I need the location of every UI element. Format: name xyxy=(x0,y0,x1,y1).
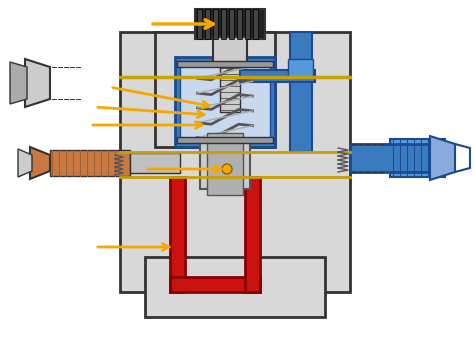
Bar xyxy=(177,137,273,143)
Bar xyxy=(240,70,315,82)
Bar xyxy=(195,9,265,39)
Bar xyxy=(50,150,130,176)
Polygon shape xyxy=(455,144,470,172)
Bar xyxy=(350,144,430,172)
Bar xyxy=(253,9,258,39)
Bar xyxy=(200,139,250,189)
Bar xyxy=(290,32,312,152)
Bar xyxy=(245,9,250,39)
Polygon shape xyxy=(25,59,50,107)
Bar xyxy=(220,57,240,112)
Polygon shape xyxy=(18,149,32,177)
Bar xyxy=(177,61,273,67)
Bar xyxy=(213,37,247,62)
Bar xyxy=(205,9,210,39)
Bar xyxy=(145,257,325,317)
Polygon shape xyxy=(30,147,50,179)
Bar xyxy=(120,32,350,292)
Bar xyxy=(130,153,180,173)
Polygon shape xyxy=(430,136,458,180)
Bar xyxy=(213,9,218,39)
Bar xyxy=(237,9,242,39)
Bar xyxy=(197,9,202,39)
Bar xyxy=(170,277,260,292)
Bar xyxy=(175,57,275,147)
Bar xyxy=(170,177,185,292)
Bar xyxy=(245,177,260,292)
Bar xyxy=(180,62,270,142)
Bar xyxy=(221,9,226,39)
Bar xyxy=(207,133,243,195)
Bar xyxy=(155,32,275,147)
Polygon shape xyxy=(10,62,27,104)
Bar xyxy=(288,59,313,77)
Bar xyxy=(229,9,234,39)
Circle shape xyxy=(222,164,232,174)
Bar xyxy=(390,139,445,177)
